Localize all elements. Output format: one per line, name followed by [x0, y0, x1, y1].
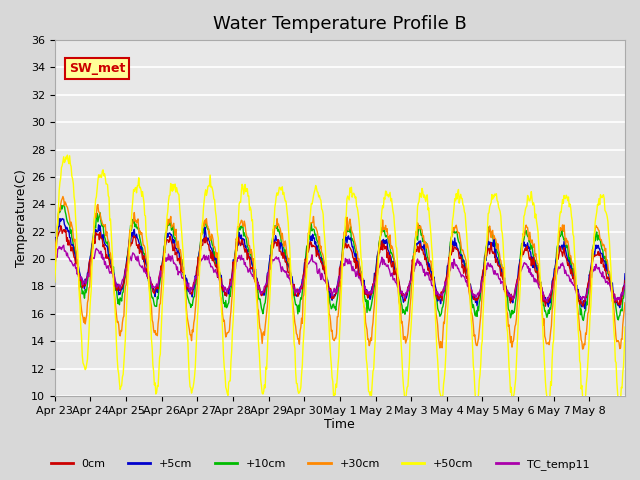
X-axis label: Time: Time [324, 419, 355, 432]
Title: Water Temperature Profile B: Water Temperature Profile B [213, 15, 467, 33]
Legend: 0cm, +5cm, +10cm, +30cm, +50cm, TC_temp11: 0cm, +5cm, +10cm, +30cm, +50cm, TC_temp1… [46, 455, 594, 474]
Y-axis label: Temperature(C): Temperature(C) [15, 169, 28, 267]
Text: SW_met: SW_met [69, 62, 125, 75]
